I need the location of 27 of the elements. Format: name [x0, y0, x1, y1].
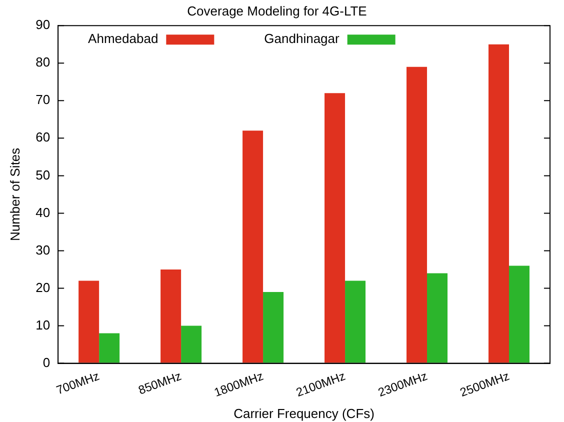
y-tick-label: 10: [36, 317, 50, 332]
bar: [78, 280, 100, 363]
y-tick-label: 40: [36, 204, 50, 220]
bar: [427, 273, 448, 363]
bar: [242, 130, 264, 363]
bar: [509, 266, 530, 363]
y-axis-title: Number of Sites: [7, 147, 22, 242]
bar: [263, 292, 284, 363]
y-tick-label: 60: [36, 130, 50, 145]
bar: [324, 93, 346, 363]
bar: [345, 280, 366, 363]
y-tick-label: 70: [36, 92, 50, 108]
y-tick-label: 90: [36, 17, 50, 32]
legend-label: Gandhinagar: [264, 31, 340, 46]
bar: [181, 326, 202, 363]
y-tick-label: 0: [42, 354, 50, 370]
bar: [160, 269, 182, 363]
bar: [488, 44, 510, 363]
legend-label: Ahmedabad: [88, 31, 158, 46]
bar: [406, 66, 428, 363]
y-tick-label: 80: [36, 54, 50, 70]
bar: [99, 333, 120, 363]
y-tick-label: 50: [36, 167, 50, 182]
y-tick-label: 20: [36, 280, 50, 295]
y-tick-label: 30: [36, 242, 50, 258]
x-axis-title: Carrier Frequency (CFs): [234, 406, 374, 421]
chart-title: Coverage Modeling for 4G-LTE: [187, 3, 368, 18]
